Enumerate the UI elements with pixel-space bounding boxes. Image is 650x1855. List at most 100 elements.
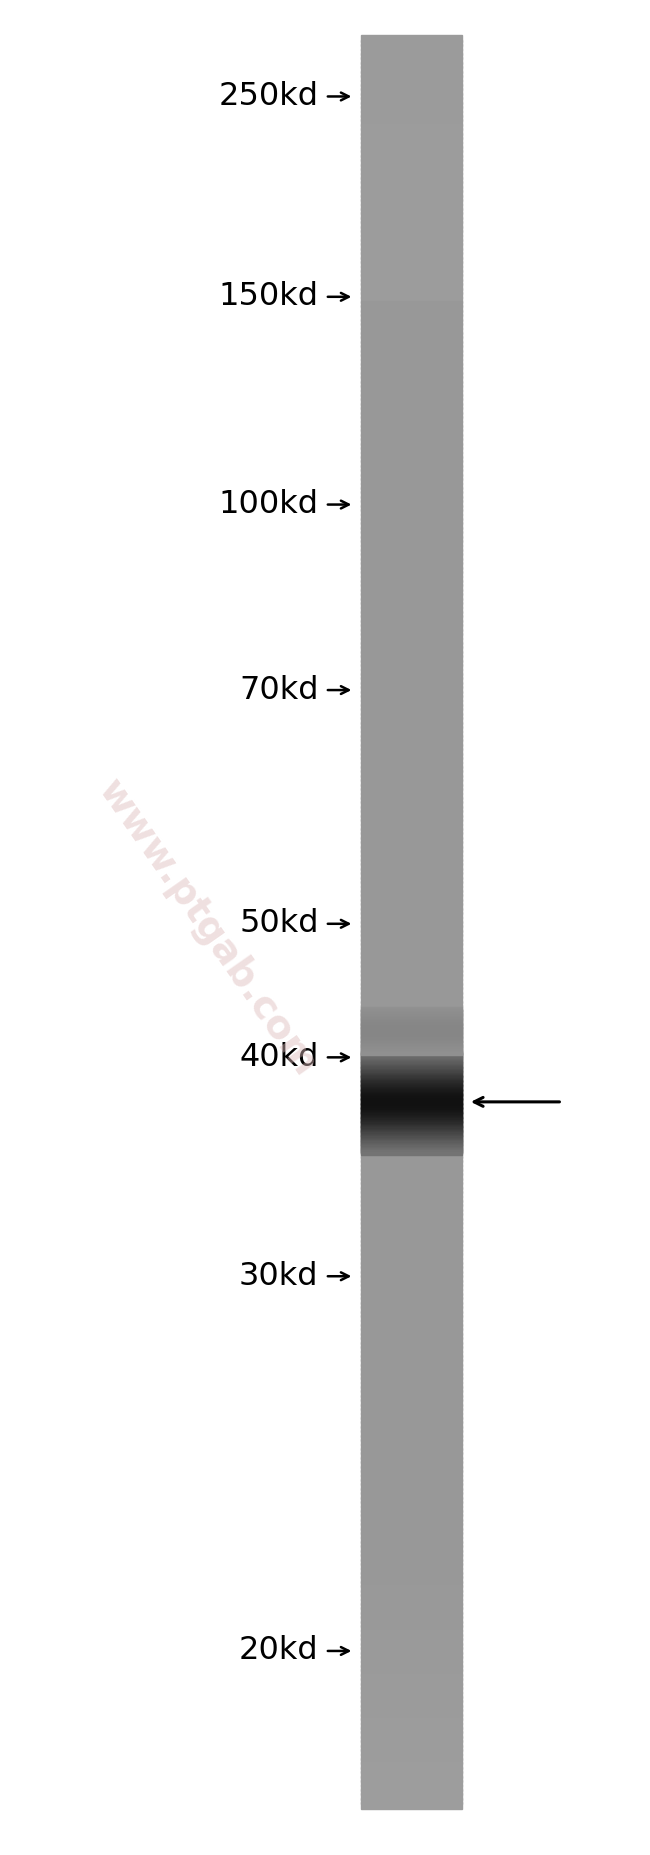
Bar — [361, 1506, 462, 1512]
Bar — [361, 824, 462, 829]
Bar — [361, 1020, 462, 1024]
Bar — [361, 1018, 462, 1022]
Bar — [361, 313, 462, 321]
Bar — [361, 1363, 462, 1371]
Bar — [361, 1087, 462, 1091]
Bar — [361, 942, 462, 950]
Bar — [361, 686, 462, 692]
Bar — [361, 128, 462, 135]
Bar — [361, 837, 462, 844]
Bar — [361, 61, 462, 69]
Bar — [361, 297, 462, 302]
Bar — [361, 1803, 462, 1809]
Bar — [361, 310, 462, 315]
Bar — [361, 1213, 462, 1219]
Bar — [361, 1768, 462, 1773]
Bar — [361, 1651, 462, 1658]
Bar — [361, 859, 462, 864]
Bar — [361, 1545, 462, 1553]
Text: 50kd: 50kd — [239, 909, 318, 939]
Bar — [361, 1015, 462, 1020]
Bar — [361, 1137, 462, 1139]
Bar — [361, 1571, 462, 1579]
Bar — [361, 1708, 462, 1716]
Bar — [361, 1625, 462, 1632]
Bar — [361, 1315, 462, 1321]
Bar — [361, 1018, 462, 1024]
Bar — [361, 1781, 462, 1786]
Bar — [361, 1302, 462, 1308]
Bar — [361, 1705, 462, 1710]
Bar — [361, 1022, 462, 1026]
Bar — [361, 922, 462, 928]
Bar — [361, 1319, 462, 1326]
Bar — [361, 1133, 462, 1137]
Bar — [361, 1692, 462, 1697]
Bar — [361, 1022, 462, 1030]
Bar — [361, 1113, 462, 1117]
Bar — [361, 872, 462, 879]
Bar — [361, 96, 462, 104]
Bar — [361, 1714, 462, 1720]
Bar — [361, 265, 462, 273]
Bar — [361, 788, 462, 794]
Bar — [361, 894, 462, 902]
Bar — [361, 1039, 462, 1043]
Bar — [361, 1289, 462, 1295]
Bar — [361, 926, 462, 931]
Bar — [361, 916, 462, 922]
Bar — [361, 779, 462, 785]
Bar — [361, 1271, 462, 1276]
Bar — [361, 479, 462, 484]
Bar — [361, 367, 462, 373]
Bar — [361, 1749, 462, 1755]
Bar — [361, 150, 462, 156]
Bar — [361, 1076, 462, 1080]
Bar — [361, 182, 462, 187]
Bar — [361, 1107, 462, 1109]
Bar — [361, 1564, 462, 1569]
Bar — [361, 696, 462, 701]
Bar — [361, 1128, 462, 1132]
Bar — [361, 74, 462, 82]
Bar — [361, 1191, 462, 1198]
Bar — [361, 1657, 462, 1662]
Bar — [361, 421, 462, 427]
Bar — [361, 673, 462, 679]
Bar — [361, 566, 462, 573]
Bar — [361, 371, 462, 378]
Bar — [361, 1376, 462, 1384]
Bar — [361, 278, 462, 286]
Bar — [361, 979, 462, 985]
Bar — [361, 1102, 462, 1109]
Bar — [361, 1165, 462, 1171]
Bar — [361, 846, 462, 851]
Bar — [361, 1245, 462, 1250]
Bar — [361, 1120, 462, 1124]
Bar — [361, 473, 462, 480]
Bar — [361, 1759, 462, 1764]
Bar — [361, 1152, 462, 1154]
Bar — [361, 811, 462, 816]
Bar — [361, 1070, 462, 1072]
Bar — [361, 1426, 462, 1432]
Bar — [361, 1354, 462, 1362]
Bar — [361, 1666, 462, 1671]
Bar — [361, 1785, 462, 1790]
Bar — [361, 1178, 462, 1183]
Bar — [361, 1017, 462, 1020]
Bar — [361, 1146, 462, 1154]
Bar — [361, 877, 462, 883]
Bar — [361, 1117, 462, 1119]
Bar — [361, 855, 462, 861]
Bar — [361, 1612, 462, 1618]
Bar — [361, 833, 462, 838]
Bar — [361, 1156, 462, 1161]
Bar — [361, 961, 462, 966]
Bar — [361, 1328, 462, 1336]
Bar — [361, 1408, 462, 1415]
Bar — [361, 1536, 462, 1543]
Bar — [361, 195, 462, 200]
Bar — [361, 1324, 462, 1330]
Bar — [361, 1117, 462, 1122]
